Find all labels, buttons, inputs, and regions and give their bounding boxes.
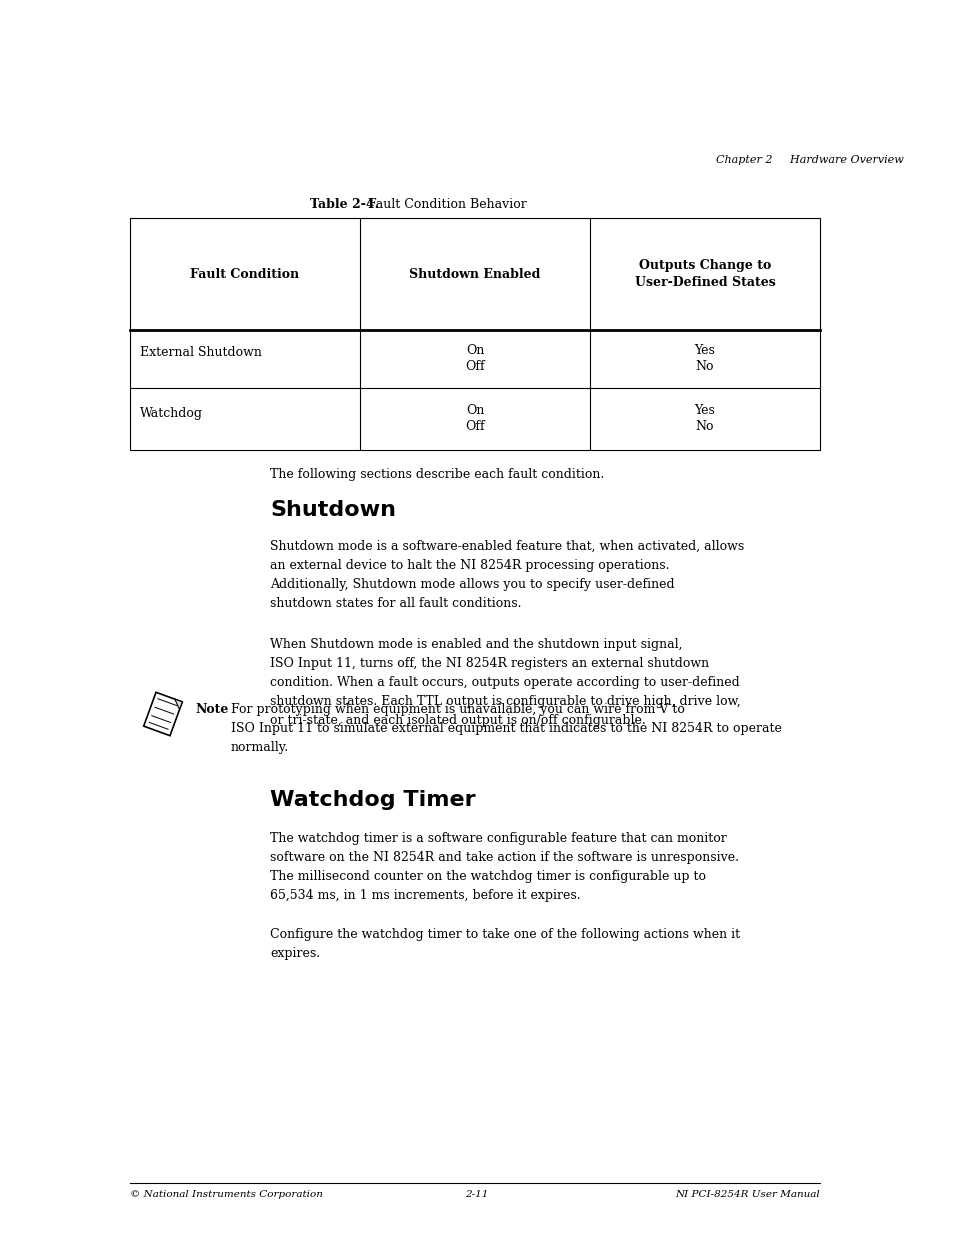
Text: Table 2-4.: Table 2-4. <box>310 198 378 211</box>
Text: The watchdog timer is a software configurable feature that can monitor
software : The watchdog timer is a software configu… <box>270 832 739 902</box>
Text: Watchdog Timer: Watchdog Timer <box>270 790 476 810</box>
Text: When Shutdown mode is enabled and the shutdown input signal,
ISO Input 11, turns: When Shutdown mode is enabled and the sh… <box>270 638 740 727</box>
Text: Watchdog: Watchdog <box>140 406 203 420</box>
Text: User-Defined States: User-Defined States <box>634 275 775 289</box>
Text: Yes: Yes <box>694 345 715 357</box>
Text: Shutdown Enabled: Shutdown Enabled <box>409 268 540 280</box>
Text: Shutdown mode is a software-enabled feature that, when activated, allows
an exte: Shutdown mode is a software-enabled feat… <box>270 540 743 610</box>
Text: Off: Off <box>465 420 484 433</box>
Text: © National Instruments Corporation: © National Instruments Corporation <box>130 1191 322 1199</box>
Text: Fault Condition: Fault Condition <box>191 268 299 280</box>
Bar <box>130 219 820 450</box>
Text: On: On <box>465 345 484 357</box>
Text: 2-11: 2-11 <box>465 1191 488 1199</box>
Text: NI PCI-8254R User Manual: NI PCI-8254R User Manual <box>675 1191 820 1199</box>
Text: For prototyping when equipment is unavailable, you can wire from V to
ISO Input : For prototyping when equipment is unavai… <box>231 703 781 755</box>
Text: Chapter 2     Hardware Overview: Chapter 2 Hardware Overview <box>716 156 903 165</box>
Polygon shape <box>144 693 182 736</box>
Text: Shutdown: Shutdown <box>270 500 395 520</box>
Text: External Shutdown: External Shutdown <box>140 347 262 359</box>
Text: No: No <box>695 361 714 373</box>
Text: Off: Off <box>465 361 484 373</box>
Text: Outputs Change to: Outputs Change to <box>639 259 770 273</box>
Text: No: No <box>695 420 714 433</box>
Text: On: On <box>465 405 484 417</box>
Text: Fault Condition Behavior: Fault Condition Behavior <box>368 198 526 211</box>
Text: Configure the watchdog timer to take one of the following actions when it
expire: Configure the watchdog timer to take one… <box>270 927 740 960</box>
Text: The following sections describe each fault condition.: The following sections describe each fau… <box>270 468 603 480</box>
Text: Note: Note <box>194 703 228 716</box>
Polygon shape <box>174 699 182 709</box>
Text: Yes: Yes <box>694 405 715 417</box>
